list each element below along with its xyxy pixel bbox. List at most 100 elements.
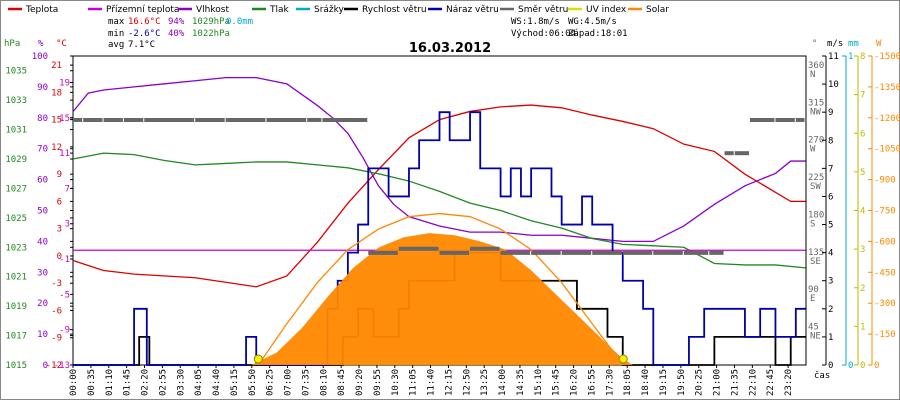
solar-tick-label: -900: [874, 176, 896, 186]
x-tick-label: 14:00: [498, 369, 508, 396]
solar-tick-label: -1200: [874, 114, 900, 124]
temp-unit: °C: [56, 39, 67, 49]
hum-tick-label: 50: [37, 207, 48, 217]
legend-label: Tlak: [269, 5, 290, 15]
hum-tick-label: 20: [37, 299, 48, 309]
stat-sunrise: Východ:06:04: [511, 29, 576, 39]
x-tick-label: 22:10: [748, 369, 758, 396]
x-tick-label: 02:20: [141, 369, 151, 396]
dir-tick-dir: N: [810, 70, 815, 80]
wind-tick-label: 0: [828, 361, 833, 371]
x-tick-label: 05:50: [248, 369, 258, 396]
temp-tick-label: 15: [51, 116, 62, 126]
stat-min-label: min: [108, 29, 124, 39]
stat-max-hum: 94%: [168, 17, 185, 27]
solar-tick-label: -300: [874, 299, 896, 309]
dir-tick-dir: W: [810, 145, 816, 155]
rain-tick-label: 1: [848, 52, 853, 62]
hum-tick-label: 90: [37, 83, 48, 93]
x-tick-label: 07:00: [284, 369, 294, 396]
temp-tick-label: -6: [51, 306, 62, 316]
x-tick-label: 14:35: [516, 369, 526, 396]
solar-tick-label: -1500: [874, 52, 900, 62]
wind-tick-label: 10: [828, 80, 839, 90]
x-tick-label: 07:35: [301, 369, 311, 396]
stat-max-temp: 16.6°C: [128, 17, 161, 27]
uv-tick-label: 6: [860, 129, 865, 139]
series-tlak: [72, 152, 806, 269]
ground-temp-tick-label: 11: [59, 149, 70, 159]
x-tick-label: 10:30: [391, 369, 401, 396]
dir-unit: °: [812, 39, 817, 49]
series-solar: [251, 233, 633, 365]
solar-tick-label: -1050: [874, 145, 900, 155]
temp-tick-label: 3: [57, 225, 62, 235]
x-tick-label: 01:10: [105, 369, 115, 396]
x-tick-label: 12:50: [462, 369, 472, 396]
uv-tick-label: 8: [860, 52, 865, 62]
x-tick-label: 11:40: [427, 369, 437, 396]
solar-tick-label: -1350: [874, 83, 900, 93]
dir-tick-label: 180: [808, 210, 824, 220]
x-tick-label: 18:40: [641, 369, 651, 396]
plot-area: [72, 76, 806, 366]
hum-tick-label: 60: [37, 176, 48, 186]
ground-temp-tick-label: -1: [59, 255, 70, 265]
uv-tick-label: 4: [860, 207, 865, 217]
legend-label: Vlhkost: [196, 5, 229, 15]
x-tick-label: 00:00: [69, 369, 79, 396]
press-tick-label: 1031: [5, 126, 27, 136]
press-tick-label: 1025: [5, 214, 27, 224]
stat-wg: WG:4.5m/s: [568, 17, 617, 27]
x-tick-label: 03:30: [176, 369, 186, 396]
legend-label: Rychlost větru: [362, 5, 427, 15]
ground-temp-tick-label: -9: [59, 326, 70, 336]
wind-tick-label: 5: [828, 221, 833, 231]
x-tick-label: 17:30: [605, 369, 615, 396]
dir-tick-label: 270: [808, 136, 824, 146]
dir-tick-dir: SE: [810, 257, 821, 267]
hum-unit: %: [38, 39, 44, 49]
x-tick-label: 16:55: [587, 369, 597, 396]
stat-min-press: 1022hPa: [192, 29, 230, 39]
ground-temp-tick-label: 15: [59, 114, 70, 124]
solar-tick-label: -600: [874, 237, 896, 247]
temp-tick-label: -3: [51, 279, 62, 289]
series-teplota: [72, 104, 806, 288]
solar-tick-label: -450: [874, 268, 896, 278]
x-tick-label: 22:45: [766, 369, 776, 396]
series-solar-theoretical: [257, 212, 624, 366]
legend-label: Teplota: [25, 5, 58, 15]
solar-tick-label: -150: [874, 330, 896, 340]
x-tick-label: 12:15: [444, 369, 454, 396]
x-tick-label: 15:10: [534, 369, 544, 396]
stat-ws: WS:1.8m/s: [511, 17, 560, 27]
ground-temp-tick-label: 7: [65, 184, 70, 194]
x-tick-label: 16:20: [570, 369, 580, 396]
uv-tick-label: 7: [860, 91, 865, 101]
dir-tick-dir: S: [810, 219, 815, 229]
wind-tick-label: 3: [828, 277, 833, 287]
x-tick-label: 20:25: [695, 369, 705, 396]
x-tick-label: 19:50: [677, 369, 687, 396]
hum-tick-label: 30: [37, 268, 48, 278]
x-tick-label: 05:15: [230, 369, 240, 396]
press-tick-label: 1015: [5, 361, 27, 371]
rain-unit: mm: [848, 39, 859, 49]
x-tick-label: 04:40: [212, 369, 222, 396]
sun-marker: [618, 354, 628, 364]
wind-tick-label: 4: [828, 249, 833, 259]
ground-temp-tick-label: -13: [54, 361, 70, 371]
dir-tick-label: 360: [808, 61, 824, 71]
press-tick-label: 1023: [5, 243, 27, 253]
x-tick-label: 01:45: [123, 369, 133, 396]
ground-temp-tick-label: 3: [65, 220, 70, 230]
stat-avg-label: avg: [108, 40, 124, 50]
dir-tick-label: 315: [808, 98, 824, 108]
x-tick-label: 11:05: [409, 369, 419, 396]
uv-tick-label: 1: [860, 322, 865, 332]
wind-unit: m/s: [827, 39, 843, 49]
uv-tick-label: 5: [860, 168, 865, 178]
